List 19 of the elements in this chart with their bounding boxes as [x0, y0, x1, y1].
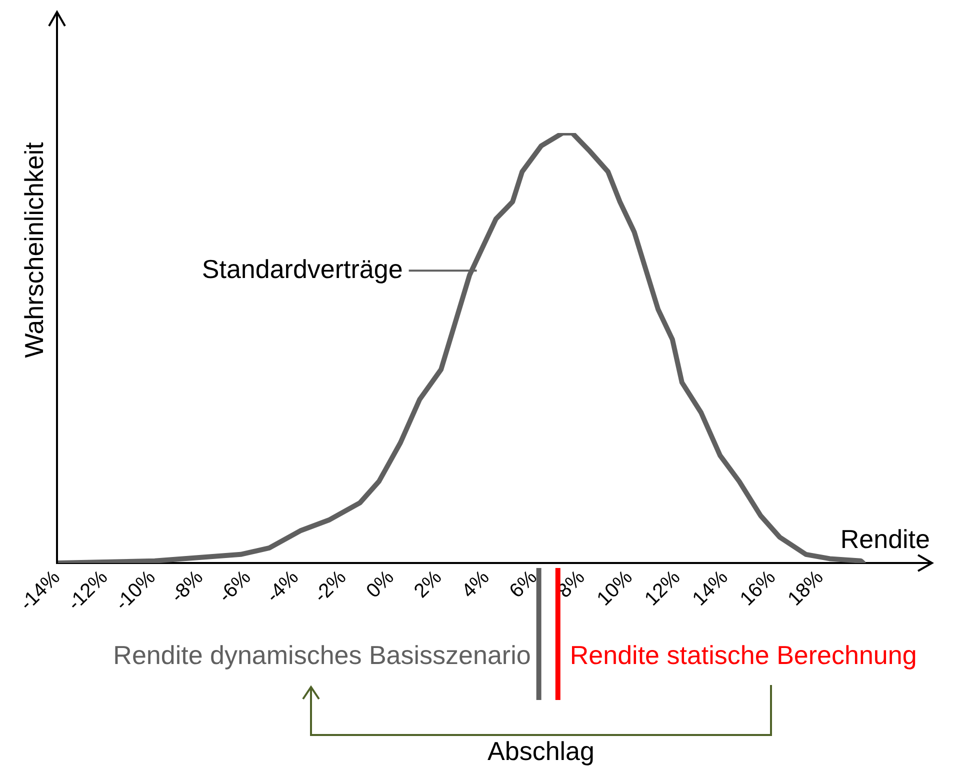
- x-tick-label: 12%: [640, 566, 685, 610]
- ref-line-label: Rendite dynamisches Basisszenario: [113, 640, 531, 670]
- x-tick-label: 2%: [410, 566, 446, 602]
- ref-line-label: Rendite statische Berechnung: [570, 640, 917, 670]
- x-tick-label: 0%: [362, 566, 399, 602]
- x-tick-label: -8%: [166, 566, 208, 608]
- annotation: Standardverträge: [202, 254, 403, 284]
- x-tick-label: 16%: [736, 566, 780, 610]
- x-tick-label: 6%: [505, 566, 542, 602]
- x-tick-label: -6%: [214, 566, 256, 608]
- x-tick-label: -2%: [310, 566, 351, 608]
- y-axis-title: Wahrscheinlichkeit: [19, 141, 50, 358]
- x-tick-label: 4%: [458, 566, 494, 602]
- x-axis-title: Rendite: [840, 524, 930, 554]
- x-tick-label: -4%: [262, 566, 304, 608]
- x-tick-label: 18%: [784, 566, 828, 610]
- text: Abschlag: [488, 736, 594, 766]
- x-tick-label: 10%: [593, 566, 638, 610]
- x-tick-label: 14%: [688, 566, 732, 610]
